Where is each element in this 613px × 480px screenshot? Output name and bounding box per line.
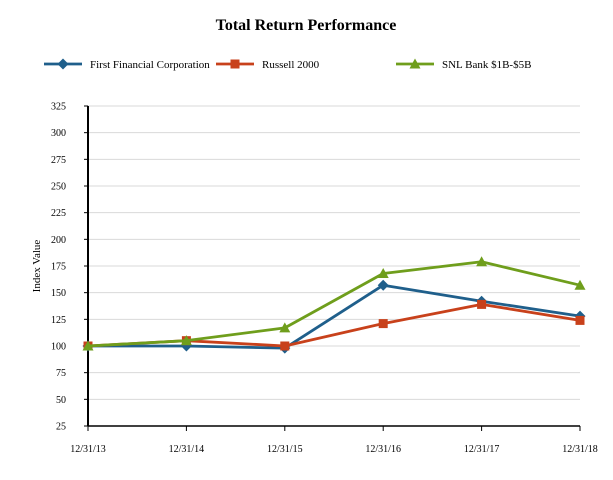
y-axis-title: Index Value: [31, 240, 43, 293]
legend: First Financial Corporation Russell 2000 S…: [44, 58, 531, 71]
data-point: [280, 341, 290, 351]
legend-marker: [409, 58, 421, 69]
data-point: [378, 319, 388, 329]
x-tick-label: 12/31/16: [365, 444, 401, 455]
y-tick-label: 175: [51, 262, 66, 273]
y-tick-label: 25: [56, 422, 66, 433]
data-point: [180, 335, 192, 346]
y-tick-label: 125: [51, 315, 66, 326]
series-group: [82, 256, 586, 354]
data-point: [477, 299, 487, 309]
y-tick-labels: 25 50 75 100 125 150 175 200 225 250 275 300 325: [51, 102, 88, 433]
y-tick-label: 225: [51, 208, 66, 219]
legend-item-russell-2000: Russell 2000: [216, 59, 320, 71]
data-point: [377, 267, 389, 278]
legend-item-snl-bank-1b-5b: SNL Bank $1B-$5B: [396, 58, 531, 71]
legend-label: SNL Bank $1B-$5B: [442, 59, 531, 71]
series-snl-bank-1b-5b: [82, 256, 586, 351]
data-point: [574, 279, 586, 290]
y-tick-label: 300: [51, 128, 66, 139]
legend-marker: [230, 59, 240, 69]
x-tick-label: 12/31/18: [562, 444, 598, 455]
data-point: [575, 315, 585, 325]
x-tick-label: 12/31/14: [169, 444, 205, 455]
legend-label: Russell 2000: [262, 59, 320, 71]
data-point: [476, 256, 488, 267]
chart-title: Total Return Performance: [216, 17, 397, 34]
y-tick-label: 100: [51, 342, 66, 353]
x-tick-label: 12/31/17: [464, 444, 500, 455]
data-point: [279, 322, 291, 333]
x-tick-label: 12/31/13: [70, 444, 106, 455]
y-tick-label: 150: [51, 288, 66, 299]
y-tick-label: 75: [56, 368, 66, 379]
y-tick-label: 250: [51, 182, 66, 193]
y-tick-label: 275: [51, 155, 66, 166]
series-line: [88, 283, 581, 350]
legend-marker: [57, 58, 69, 70]
legend-label: First Financial Corporation: [90, 59, 210, 71]
data-point: [82, 340, 94, 351]
y-tick-label: 325: [51, 102, 66, 113]
series-line: [87, 260, 581, 348]
y-tick-label: 200: [51, 235, 66, 246]
y-tick-label: 50: [56, 395, 66, 406]
data-point: [377, 279, 389, 291]
legend-item-first-financial-corporation: First Financial Corporation: [44, 58, 210, 71]
series-line: [87, 302, 581, 348]
x-tick-labels: 12/31/13 12/31/14 12/31/15 12/31/16 12/31/17…: [70, 426, 598, 455]
x-tick-label: 12/31/15: [267, 444, 303, 455]
gridlines: [88, 105, 580, 400]
